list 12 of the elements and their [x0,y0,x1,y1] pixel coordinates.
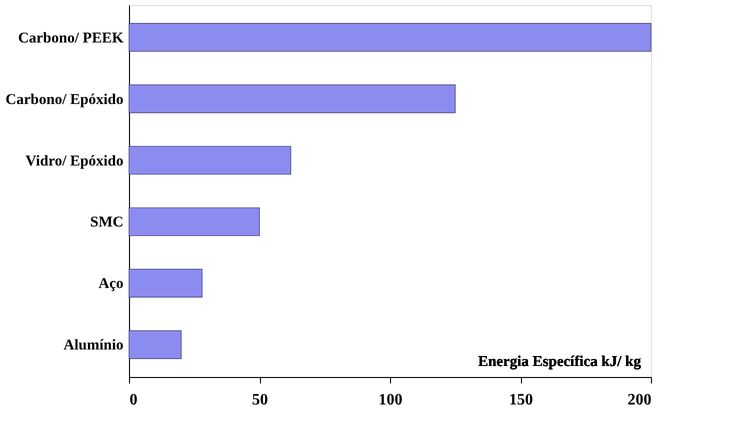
y-tick-label: Aço [98,276,124,292]
x-tick-label: 150 [509,392,533,408]
x-tick-label: 200 [628,392,652,408]
x-axis-title: Energia Específica kJ/ kg [478,354,642,370]
y-tick-label: Carbono/ Epóxido [6,92,124,108]
y-tick-label: SMC [90,214,124,231]
x-tick-label: 0 [130,392,138,408]
y-tick-label: Vidro/ Epóxido [26,153,124,170]
x-tick-label: 50 [252,392,268,408]
y-tick-label: Carbono/ PEEK [18,30,124,46]
x-tick-label: 100 [378,392,402,408]
y-tick-label: Alumínio [63,338,124,354]
